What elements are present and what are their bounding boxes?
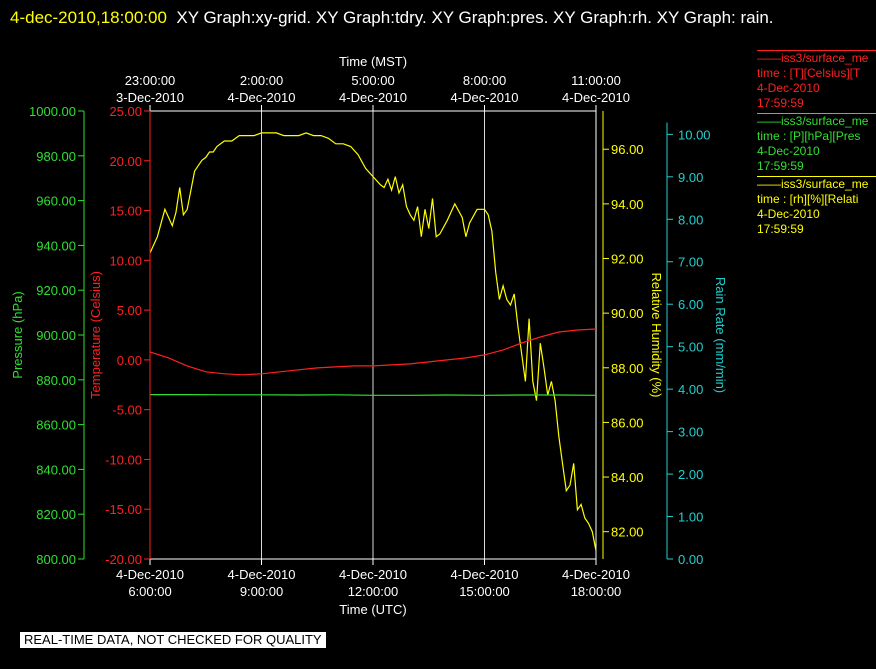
rh-tick-label: 88.00: [611, 361, 644, 376]
x-bottom-tick-date: 4-Dec-2010: [451, 567, 519, 582]
x-bottom-tick-time: 15:00:00: [459, 584, 510, 599]
rain-tick-label: 9.00: [678, 170, 703, 185]
x-bottom-tick-date: 4-Dec-2010: [339, 567, 407, 582]
legend-entry-line4: 17:59:59: [757, 222, 804, 236]
rh-tick-label: 86.00: [611, 415, 644, 430]
quality-notice: REAL-TIME DATA, NOT CHECKED FOR QUALITY: [20, 632, 326, 648]
legend-entry-line3: 4-Dec-2010: [757, 144, 820, 158]
rain-tick-label: 0.00: [678, 552, 703, 567]
x-top-tick-date: 4-Dec-2010: [228, 90, 296, 105]
rh-tick-label: 92.00: [611, 252, 644, 267]
legend-entry-line2: time : [rh][%][Relati: [757, 192, 859, 206]
pressure-tick-label: 900.00: [36, 328, 76, 343]
x-top-tick-date: 3-Dec-2010: [116, 90, 184, 105]
rain-tick-label: 4.00: [678, 382, 703, 397]
x-top-tick-time: 8:00:00: [463, 73, 506, 88]
x-top-tick-time: 11:00:00: [571, 73, 621, 88]
x-bottom-tick-date: 4-Dec-2010: [228, 567, 296, 582]
pressure-tick-label: 880.00: [36, 373, 76, 388]
temperature-tick-label: 15.00: [109, 204, 142, 219]
rh-tick-label: 96.00: [611, 142, 644, 157]
pressure-tick-label: 840.00: [36, 462, 76, 477]
pressure-tick-label: 1000.00: [29, 104, 76, 119]
x-top-tick-time: 2:00:00: [240, 73, 283, 88]
legend-entry-line3: 4-Dec-2010: [757, 207, 820, 221]
legend-entry-line1: ——iss3/surface_me: [757, 51, 869, 65]
x-top-tick-date: 4-Dec-2010: [562, 90, 630, 105]
legend: ——iss3/surface_me time : [T][Celsius][T 4-…: [757, 50, 876, 239]
axes: 4-Dec-2010 6:00:00 4-Dec-2010 9:00:00 4-Dec-…: [10, 54, 728, 617]
temperature-tick-label: -15.00: [105, 502, 142, 517]
legend-entry: ——iss3/surface_me time : [P][hPa][Pres 4-D…: [757, 113, 876, 174]
temperature-tick-label: -20.00: [105, 552, 142, 567]
legend-entry-line1: ——iss3/surface_me: [757, 177, 869, 191]
x-top-tick-date: 4-Dec-2010: [451, 90, 519, 105]
pressure-tick-label: 820.00: [36, 507, 76, 522]
x-top-tick-date: 4-Dec-2010: [339, 90, 407, 105]
rain-tick-label: 7.00: [678, 255, 703, 270]
x-bottom-tick-time: 6:00:00: [128, 584, 171, 599]
rain-tick-label: 1.00: [678, 510, 703, 525]
rain-tick-label: 5.00: [678, 340, 703, 355]
legend-entry-line2: time : [P][hPa][Pres: [757, 129, 861, 143]
temperature-series-line: [149, 328, 597, 376]
rh-tick-label: 82.00: [611, 525, 644, 540]
pressure-tick-label: 800.00: [36, 552, 76, 567]
temperature-tick-label: -5.00: [112, 403, 142, 418]
grid-lines: [261, 111, 485, 559]
rh-series-line: [149, 132, 597, 551]
x-top-axis-label: Time (MST): [339, 54, 407, 69]
temperature-axis-label: Temperature (Celsius): [88, 271, 103, 399]
legend-entry-line2: time : [T][Celsius][T: [757, 66, 861, 80]
rain-axis-label: Rain Rate (mm/min): [713, 277, 728, 393]
header-graph-list: XY Graph:xy-grid. XY Graph:tdry. XY Grap…: [176, 8, 774, 27]
header-date: 4-dec-2010,18:00:00: [10, 8, 167, 27]
temperature-tick-label: -10.00: [105, 452, 142, 467]
temperature-tick-label: 25.00: [109, 104, 142, 119]
rain-tick-label: 6.00: [678, 297, 703, 312]
pressure-tick-label: 860.00: [36, 418, 76, 433]
rh-tick-label: 90.00: [611, 306, 644, 321]
temperature-tick-label: 5.00: [117, 303, 142, 318]
data-lines: [149, 132, 597, 551]
x-bottom-tick-time: 9:00:00: [240, 584, 283, 599]
rain-tick-label: 8.00: [678, 212, 703, 227]
legend-entry-line4: 17:59:59: [757, 159, 804, 173]
header-title: 4-dec-2010,18:00:00 XY Graph:xy-grid. XY…: [10, 4, 850, 31]
legend-entry-line3: 4-Dec-2010: [757, 81, 820, 95]
rain-tick-label: 2.00: [678, 467, 703, 482]
x-bottom-tick-time: 12:00:00: [348, 584, 399, 599]
pressure-series-line: [150, 394, 597, 396]
legend-entry: ——iss3/surface_me time : [T][Celsius][T 4-…: [757, 50, 876, 111]
pressure-tick-label: 940.00: [36, 238, 76, 253]
x-top-tick-time: 23:00:00: [125, 73, 176, 88]
x-bottom-tick-date: 4-Dec-2010: [562, 567, 630, 582]
rain-tick-label: 10.00: [678, 127, 711, 142]
pressure-tick-label: 920.00: [36, 283, 76, 298]
temperature-tick-label: 20.00: [109, 154, 142, 169]
rh-tick-label: 84.00: [611, 470, 644, 485]
x-bottom-tick-date: 4-Dec-2010: [116, 567, 184, 582]
rh-tick-label: 94.00: [611, 197, 644, 212]
legend-entry-line4: 17:59:59: [757, 96, 804, 110]
pressure-axis-label: Pressure (hPa): [10, 291, 25, 378]
temperature-tick-label: 10.00: [109, 253, 142, 268]
pressure-tick-label: 960.00: [36, 194, 76, 209]
legend-entry-line1: ——iss3/surface_me: [757, 114, 869, 128]
x-bottom-tick-time: 18:00:00: [571, 584, 622, 599]
rain-tick-label: 3.00: [678, 425, 703, 440]
x-top-tick-time: 5:00:00: [351, 73, 394, 88]
rh-axis-label: Relative Humidity (%): [649, 273, 664, 398]
pressure-tick-label: 980.00: [36, 149, 76, 164]
temperature-tick-label: 0.00: [117, 353, 142, 368]
legend-entry: ——iss3/surface_me time : [rh][%][Relati 4-…: [757, 176, 876, 237]
x-bottom-axis-label: Time (UTC): [339, 602, 406, 617]
